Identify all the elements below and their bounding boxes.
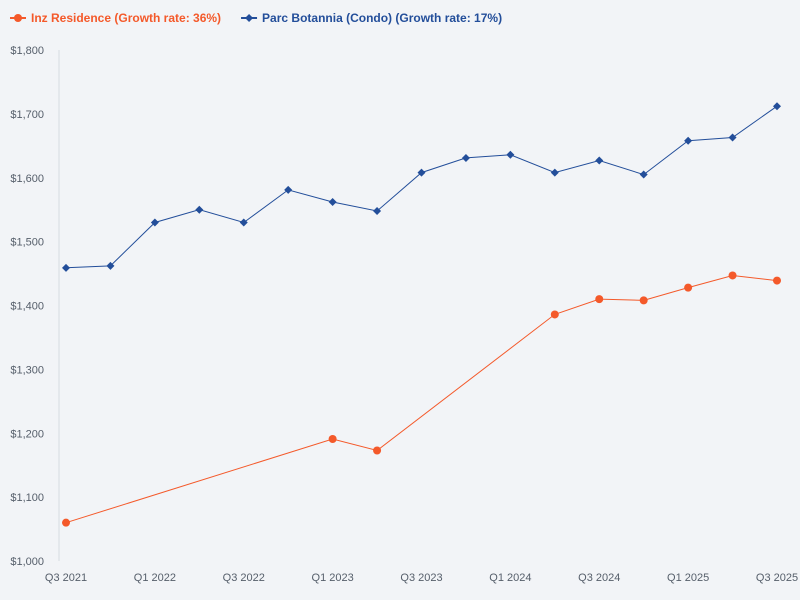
plot-area <box>62 102 781 527</box>
inz-residence-point <box>684 283 693 292</box>
inz-residence-point <box>328 434 337 443</box>
y-tick-label: $1,600 <box>10 173 44 185</box>
inz-residence-point <box>773 276 781 285</box>
inz-residence-point <box>728 271 737 280</box>
parc-botannia-point <box>150 218 159 227</box>
x-tick-label: Q3 2023 <box>400 572 442 584</box>
legend: Inz Residence (Growth rate: 36%) Parc Bot… <box>10 11 502 25</box>
inz-residence-point <box>373 446 382 455</box>
y-tick-label: $1,800 <box>10 45 44 57</box>
parc-botannia-legend-marker <box>245 14 254 22</box>
parc-botannia-point <box>284 185 293 194</box>
parc-botannia-line <box>65 105 778 269</box>
x-tick-label: Q3 2025 <box>756 572 798 584</box>
x-tick-label: Q1 2022 <box>134 572 176 584</box>
parc-botannia-point <box>239 218 248 227</box>
x-tick-label: Q3 2021 <box>45 572 87 584</box>
parc-botannia-point <box>639 170 648 179</box>
inz-residence-line <box>65 274 778 524</box>
y-tick-label: $1,100 <box>10 492 44 504</box>
parc-botannia-point <box>195 205 204 214</box>
parc-botannia-point <box>595 156 604 165</box>
y-tick-label: $1,700 <box>10 109 44 121</box>
parc-botannia-point <box>417 168 426 177</box>
inz-residence-point <box>639 296 648 305</box>
y-tick-label: $1,200 <box>10 428 44 440</box>
parc-botannia-point <box>328 198 337 207</box>
x-tick-label: Q1 2025 <box>667 572 709 584</box>
parc-botannia-point <box>62 263 70 272</box>
parc-botannia-point <box>550 168 559 177</box>
parc-botannia-point <box>461 153 470 162</box>
x-tick-label: Q1 2023 <box>312 572 354 584</box>
parc-botannia-point <box>106 261 115 270</box>
parc-botannia-point <box>728 133 737 142</box>
inz-residence-legend-marker <box>14 14 22 22</box>
inz-residence-point <box>62 518 70 527</box>
y-tick-label: $1,500 <box>10 237 44 249</box>
parc-botannia-point <box>684 136 693 145</box>
inz-residence-legend-label: Inz Residence (Growth rate: 36%) <box>31 11 221 25</box>
inz-residence-point <box>550 310 559 319</box>
parc-botannia-legend-label: Parc Botannia (Condo) (Growth rate: 17%) <box>262 11 502 25</box>
x-tick-label: Q3 2024 <box>578 572 620 584</box>
parc-botannia-point <box>506 150 515 159</box>
y-tick-label: $1,000 <box>10 556 44 568</box>
parc-botannia-point <box>373 206 382 215</box>
x-tick-label: Q1 2024 <box>489 572 531 584</box>
inz-residence-point <box>595 295 604 304</box>
axes: $1,000 $1,100 $1,200 $1,300 $1,400 $1,500 $1,6… <box>10 45 798 584</box>
y-tick-label: $1,400 <box>10 301 44 313</box>
y-tick-label: $1,300 <box>10 364 44 376</box>
parc-botannia-point <box>773 102 781 111</box>
x-tick-label: Q3 2022 <box>223 572 265 584</box>
